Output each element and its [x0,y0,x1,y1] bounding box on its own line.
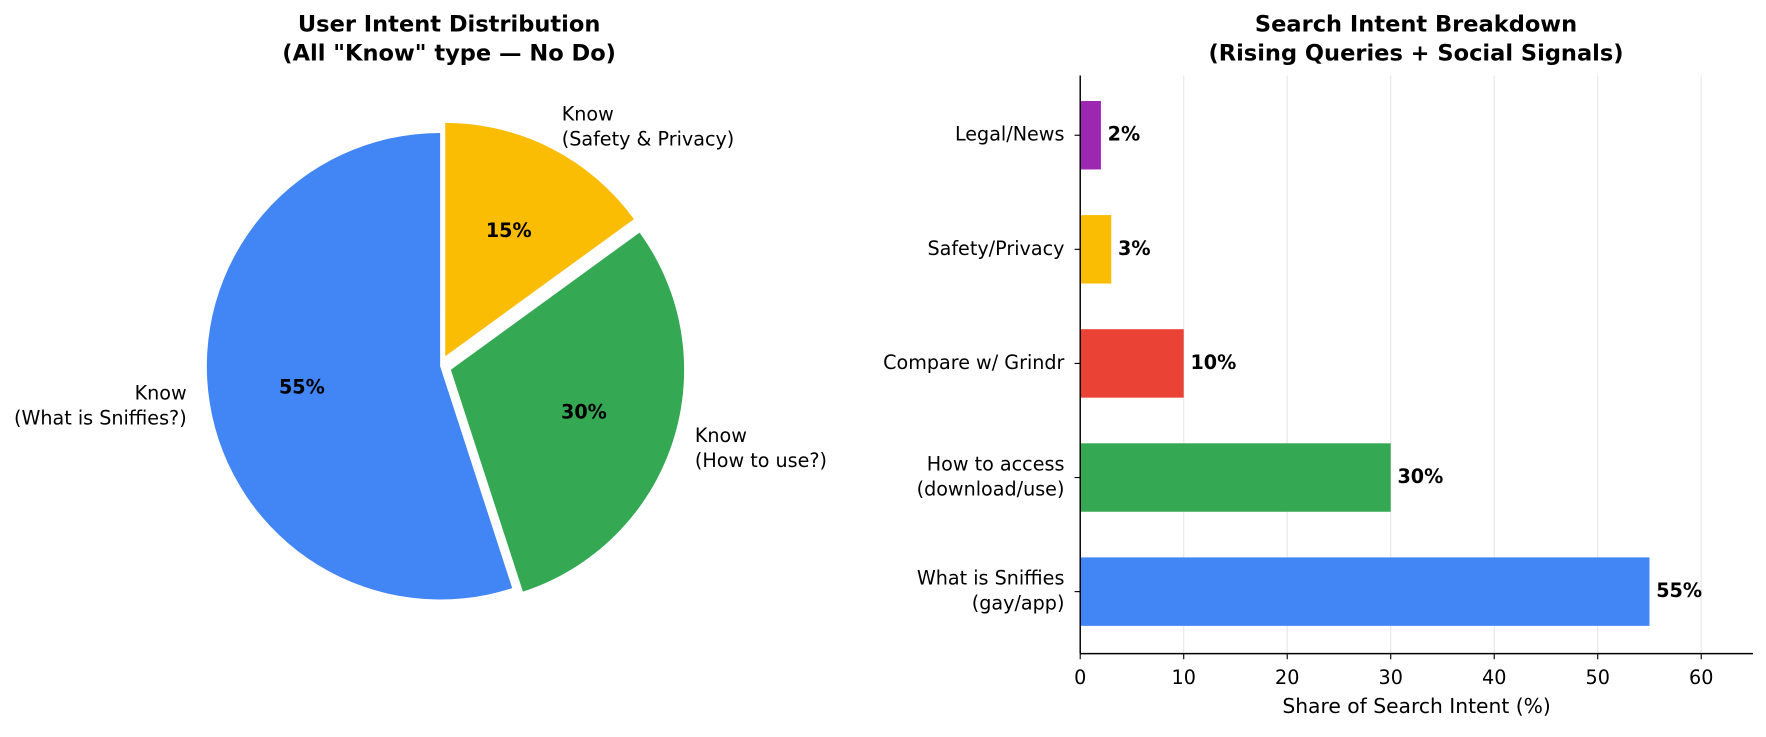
bar-value-label: 55% [1656,579,1702,602]
y-tick-label: What is Sniffies [917,567,1065,590]
slice-value-label: 15% [486,219,532,242]
x-tick-label: 50 [1586,666,1610,689]
x-axis-label: Share of Search Intent (%) [1282,694,1551,718]
x-tick-label: 60 [1689,666,1713,689]
x-tick-label: 20 [1275,666,1299,689]
y-tick-label: How to access [927,453,1065,476]
slice-label: Know [562,103,614,126]
y-tick-label: (download/use) [917,477,1065,500]
bar [1080,443,1391,512]
slice-value-label: 55% [279,376,325,399]
chart-title: (All "Know" type — No Do) [282,41,616,67]
pie-slice [445,122,634,357]
x-tick-label: 30 [1379,666,1403,689]
slice-label: (What is Sniffies?) [14,406,187,429]
y-tick-label: Legal/News [955,123,1064,146]
bar [1080,557,1650,626]
x-tick-label: 0 [1074,666,1086,689]
bar-value-label: 30% [1397,465,1443,488]
chart-title: User Intent Distribution [298,11,601,37]
slice-label: (How to use?) [695,449,827,472]
bar-value-label: 10% [1190,351,1236,374]
slice-label: Know [695,424,747,447]
bar-value-label: 3% [1118,237,1151,260]
bar-value-label: 2% [1108,123,1141,146]
chart-title: Search Intent Breakdown [1255,11,1577,37]
pie-slice [206,132,513,600]
x-tick-label: 40 [1482,666,1506,689]
bar [1080,100,1101,170]
bar [1080,215,1112,284]
pie-slice [450,232,685,592]
slice-label: (Safety & Privacy) [562,127,735,150]
y-tick-label: Compare w/ Grindr [883,351,1064,374]
bar [1080,329,1184,398]
y-tick-label: Safety/Privacy [927,237,1064,260]
slice-value-label: 30% [561,400,607,423]
chart-title: (Rising Queries + Social Signals) [1208,41,1623,67]
slice-label: Know [135,381,187,404]
y-tick-label: (gay/app) [972,592,1065,615]
x-tick-label: 10 [1172,666,1196,689]
